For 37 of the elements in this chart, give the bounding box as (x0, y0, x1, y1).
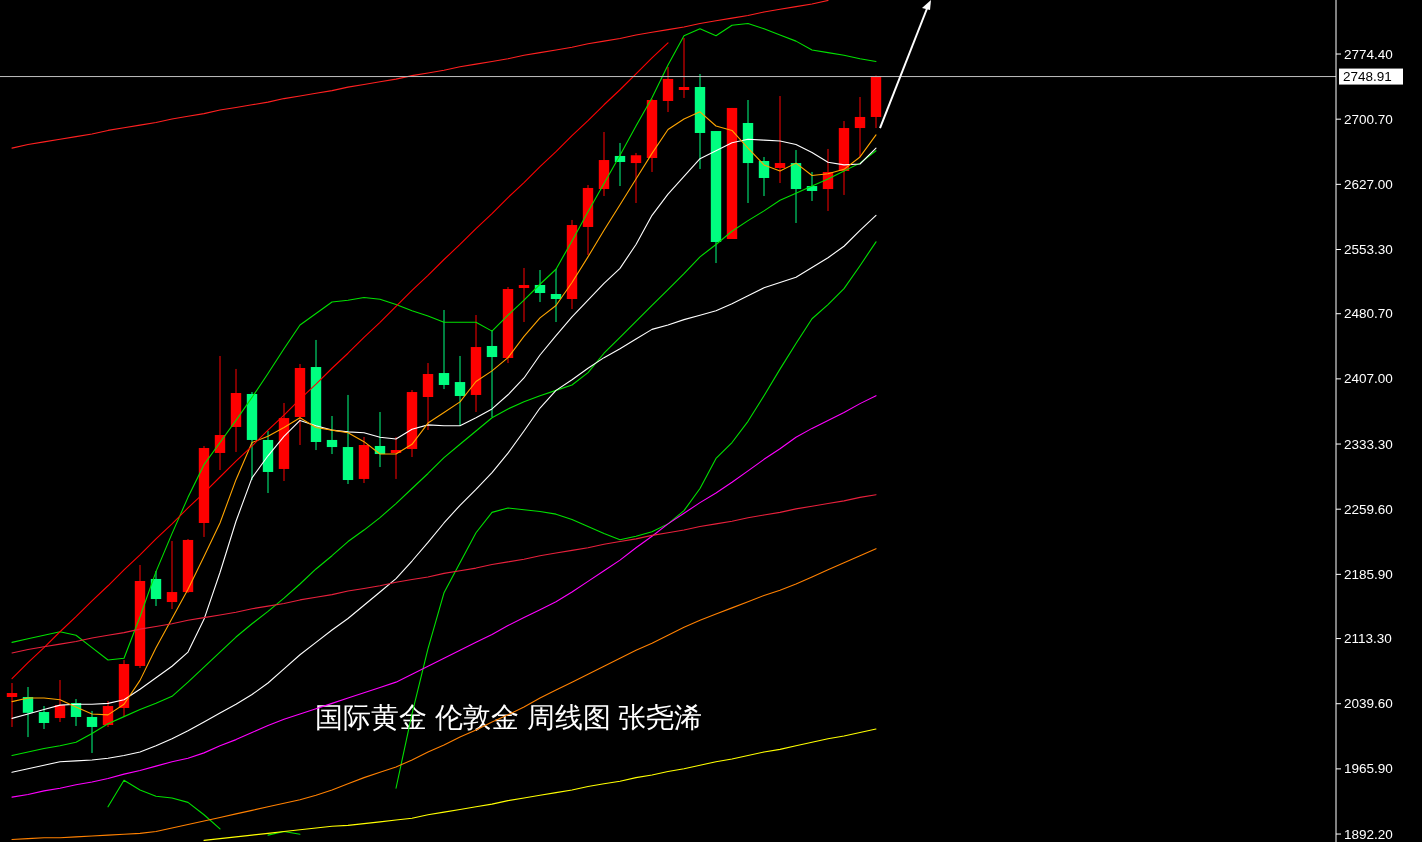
y-tick-label: 2407.00 (1344, 371, 1393, 387)
y-tick-label: 1965.90 (1344, 761, 1393, 777)
candlestick (854, 96, 866, 158)
candlestick (38, 705, 50, 730)
y-tick-label: 2480.70 (1344, 306, 1393, 322)
line-series (11, 548, 877, 841)
candlestick (486, 329, 498, 418)
candlestick (86, 710, 98, 754)
line-series (11, 42, 669, 680)
candlestick (518, 267, 530, 323)
candlestick (438, 309, 450, 390)
candlestick (630, 152, 642, 204)
line-series (11, 22, 877, 661)
y-tick-label: 2039.60 (1344, 696, 1393, 712)
candlestick (150, 570, 162, 607)
y-tick-label: 2700.70 (1344, 111, 1393, 127)
candlestick (550, 268, 562, 323)
candlestick (678, 37, 690, 99)
candlestick (774, 95, 786, 184)
y-tick-label: 2113.30 (1344, 631, 1392, 647)
candlestick (6, 682, 18, 728)
line-series (11, 0, 829, 149)
y-tick-label: 2185.90 (1344, 566, 1393, 582)
y-tick-label: 2774.40 (1344, 46, 1393, 62)
candlestick (662, 66, 674, 113)
line-series (11, 494, 877, 654)
y-tick-label: 1892.20 (1344, 826, 1393, 842)
candlestick (422, 362, 434, 431)
y-tick-label: 2553.30 (1344, 242, 1393, 258)
y-tick-label: 2259.60 (1344, 501, 1393, 517)
candlestick (326, 415, 338, 455)
line-series (11, 395, 877, 798)
candlestick (454, 355, 466, 427)
y-tick-label: 2333.30 (1344, 436, 1393, 452)
ref-line-label: 2748.91 (1343, 69, 1392, 85)
candlestick (166, 540, 178, 610)
y-tick-label: 2627.00 (1344, 176, 1393, 192)
